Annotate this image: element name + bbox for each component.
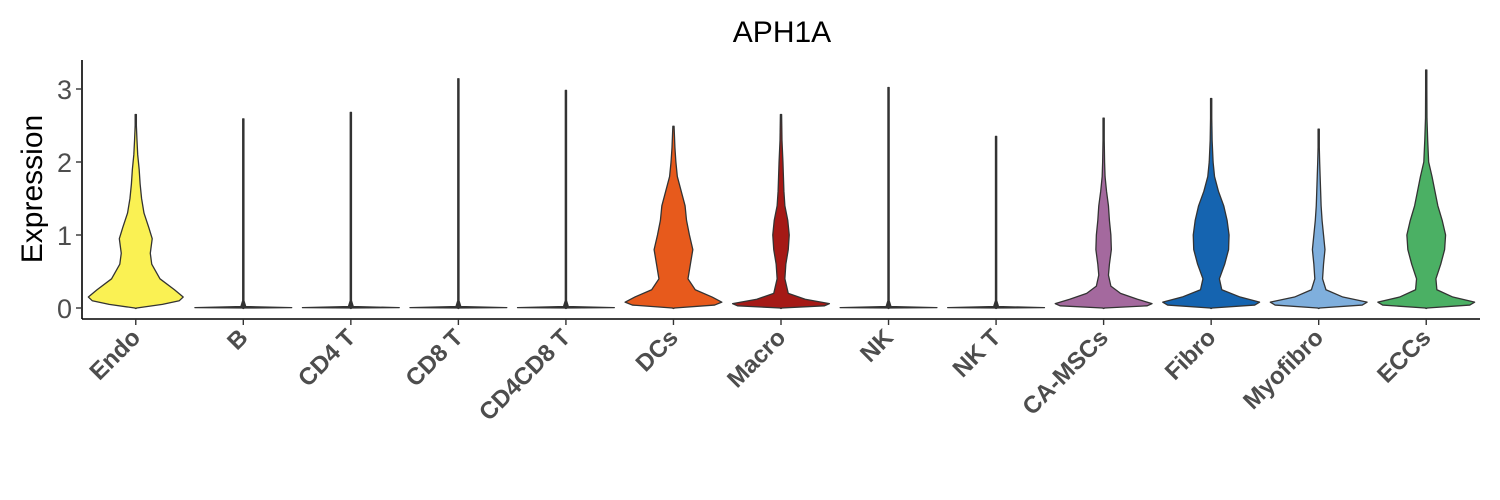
y-axis: 0 1 2 3 — [57, 60, 83, 324]
y-tick-label: 1 — [57, 221, 72, 251]
y-tick-label: 0 — [57, 294, 72, 324]
violin-myofibro — [1269, 128, 1368, 310]
x-axis: Endo B CD4 T CD8 T CD4CD8 T DCs Macro NK NK T CA-… — [82, 318, 1480, 426]
violin-dcs — [624, 125, 723, 310]
x-tick-label: CD8 T — [401, 324, 469, 392]
x-tick-label: Fibro — [1160, 324, 1222, 386]
x-tick-label: CD4CD8 T — [474, 324, 576, 426]
violin-cd4cd8-t — [516, 89, 615, 310]
x-tick-label: CD4 T — [293, 324, 361, 392]
chart-title: APH1A — [733, 16, 831, 49]
x-tick-label: Endo — [84, 324, 146, 386]
y-tick-label: 3 — [57, 75, 72, 105]
violin-cd8-t — [409, 78, 508, 310]
x-tick-label: ECCs — [1372, 324, 1436, 388]
violin-b — [194, 118, 293, 310]
x-tick-label: DCs — [631, 324, 684, 377]
violin-cd4-t — [301, 111, 400, 310]
violin-eccs — [1377, 69, 1476, 310]
x-tick-label: Myofibro — [1238, 324, 1329, 415]
violin-nk — [839, 86, 938, 310]
x-tick-label: Macro — [722, 324, 791, 393]
violin-endo — [87, 113, 184, 310]
x-tick-label: NK — [855, 324, 899, 368]
y-tick-label: 2 — [57, 148, 72, 178]
violin-macro — [731, 113, 831, 310]
y-axis-label: Expression — [16, 115, 49, 263]
violin-nk-t — [947, 135, 1046, 310]
violin-fibro — [1162, 97, 1261, 310]
violin-ca-mscs — [1054, 117, 1153, 310]
x-tick-label: B — [222, 324, 253, 355]
x-tick-label: NK T — [948, 324, 1007, 383]
violins-group — [87, 69, 1476, 310]
x-tick-label: CA-MSCs — [1017, 324, 1113, 420]
